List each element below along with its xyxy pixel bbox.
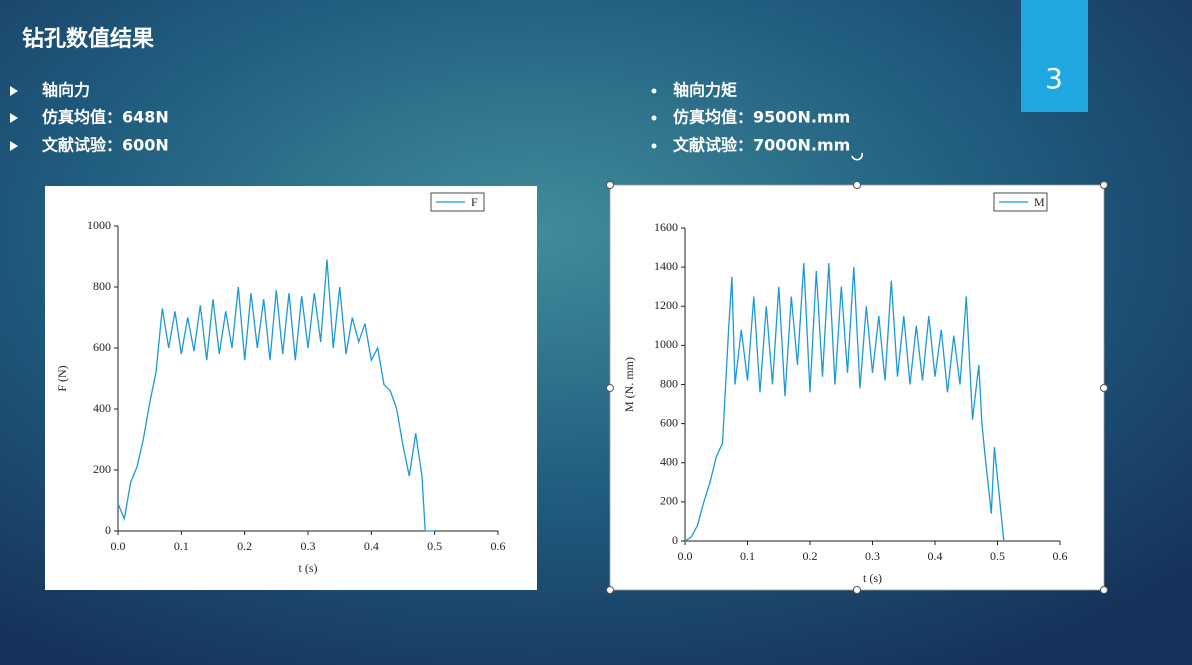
- resize-handle[interactable]: [606, 181, 614, 189]
- y-tick-label: 1200: [654, 298, 678, 312]
- x-tick-label: 0.1: [174, 539, 189, 553]
- y-tick-label: 600: [93, 340, 111, 354]
- data-line: [117, 259, 435, 532]
- y-tick-label: 400: [660, 455, 678, 469]
- bullet-marker: [10, 86, 18, 96]
- bullet-marker: [651, 88, 657, 94]
- y-tick-label: 600: [660, 415, 678, 429]
- bullet-text: 轴向力矩: [673, 81, 737, 100]
- x-tick-label: 0.3: [301, 539, 316, 553]
- x-tick-label: 0.0: [678, 549, 693, 563]
- x-tick-label: 0.3: [865, 549, 880, 563]
- x-tick-label: 0.1: [740, 549, 755, 563]
- chart-panel: [45, 186, 537, 590]
- bullet-text: 轴向力: [42, 81, 90, 100]
- y-tick-label: 200: [93, 462, 111, 476]
- resize-handle[interactable]: [1100, 586, 1108, 594]
- bullet-marker: [651, 143, 657, 149]
- bullet-text: 文献试验：600N: [42, 136, 169, 155]
- x-tick-label: 0.0: [111, 539, 126, 553]
- x-tick-label: 0.6: [491, 539, 506, 553]
- y-axis-label: M (N. mm): [622, 357, 636, 412]
- resize-handle[interactable]: [606, 384, 614, 392]
- y-tick-label: 0: [105, 523, 111, 537]
- resize-handle[interactable]: [853, 586, 861, 594]
- y-tick-label: 1000: [654, 337, 678, 351]
- bullet-marker: [651, 115, 657, 121]
- y-tick-label: 1600: [654, 220, 678, 234]
- legend-label: F: [471, 195, 478, 209]
- resize-handle[interactable]: [1100, 181, 1108, 189]
- resize-handle[interactable]: [1100, 384, 1108, 392]
- x-tick-label: 0.5: [990, 549, 1005, 563]
- slide-title: 钻孔数值结果: [22, 26, 154, 52]
- x-axis-label: t (s): [299, 561, 318, 575]
- bullet-marker: [10, 141, 18, 151]
- y-tick-label: 800: [660, 376, 678, 390]
- x-tick-label: 0.4: [364, 539, 379, 553]
- x-tick-label: 0.6: [1053, 549, 1068, 563]
- page-number: 3: [1045, 62, 1063, 95]
- x-tick-label: 0.2: [237, 539, 252, 553]
- page-number-box: [1021, 0, 1088, 112]
- right-bullets: 轴向力矩 仿真均值：9500N.mm 文献试验：7000N.mm: [651, 81, 850, 155]
- resize-handle[interactable]: [853, 181, 861, 189]
- rotate-handle[interactable]: [851, 152, 864, 161]
- selection-handles[interactable]: [606, 152, 1108, 594]
- y-tick-label: 0: [672, 533, 678, 547]
- y-tick-label: 800: [93, 279, 111, 293]
- left-bullets: 轴向力 仿真均值：648N 文献试验：600N: [10, 81, 169, 155]
- x-tick-label: 0.2: [803, 549, 818, 563]
- y-tick-label: 200: [660, 494, 678, 508]
- y-tick-label: 400: [93, 401, 111, 415]
- x-tick-label: 0.5: [427, 539, 442, 553]
- bullet-text: 文献试验：7000N.mm: [673, 136, 850, 155]
- bullet-marker: [10, 113, 18, 123]
- resize-handle[interactable]: [606, 586, 614, 594]
- data-line: [684, 263, 1005, 542]
- y-axis-label: F (N): [55, 365, 69, 391]
- charts: 0 200 400 600 800 1000 0.0 0.1 0.2 0.3 0.4 0.5 0.6 t …: [55, 192, 1068, 585]
- bullet-text: 仿真均值：648N: [42, 108, 169, 127]
- chart-panel[interactable]: [609, 184, 1105, 591]
- y-tick-label: 1400: [654, 259, 678, 273]
- x-tick-label: 0.4: [928, 549, 943, 563]
- bullet-text: 仿真均值：9500N.mm: [673, 108, 850, 127]
- y-tick-label: 1000: [87, 218, 111, 232]
- x-axis-label: t (s): [863, 571, 882, 585]
- legend-label: M: [1034, 195, 1045, 209]
